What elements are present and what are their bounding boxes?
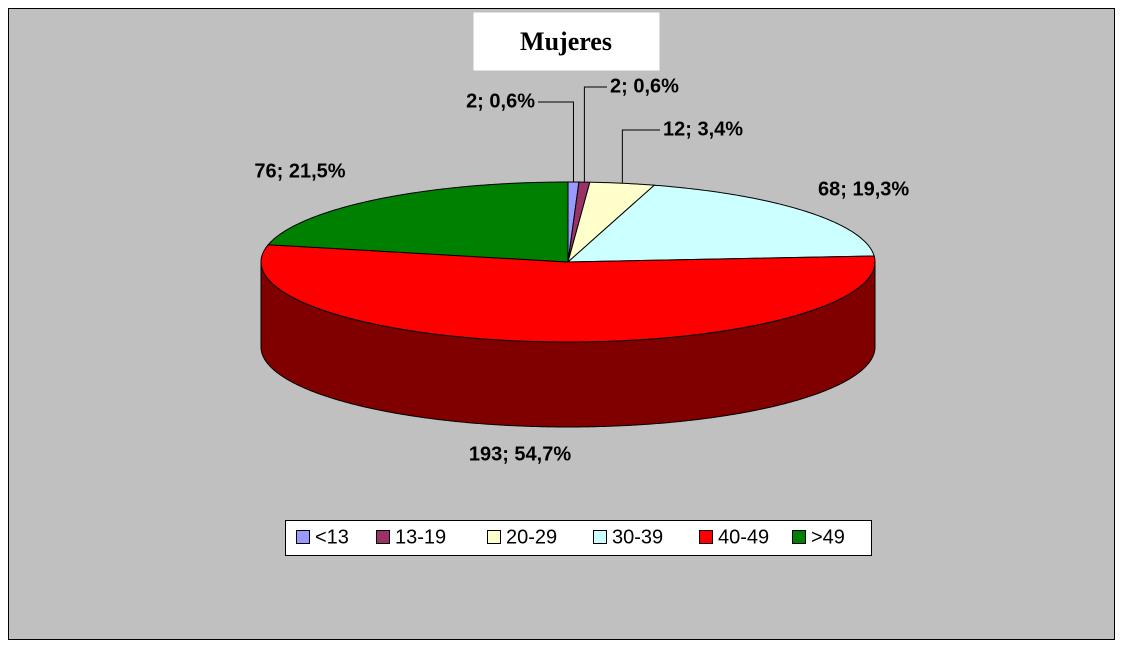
legend-swatch xyxy=(296,530,310,544)
legend-label: 30-39 xyxy=(612,526,663,548)
data-label: 2; 0,6% xyxy=(466,90,535,112)
legend-swatch xyxy=(376,530,390,544)
title-box xyxy=(473,12,660,71)
legend-label: <13 xyxy=(315,526,349,548)
legend-swatch xyxy=(593,530,607,544)
data-label: 68; 19,3% xyxy=(818,178,909,200)
slice xyxy=(566,184,875,263)
legend-label: 20-29 xyxy=(506,526,557,548)
legend-swatch xyxy=(792,530,806,544)
legend-label: 40-49 xyxy=(718,526,769,548)
data-label: 2; 0,6% xyxy=(610,75,679,97)
legend-swatch xyxy=(487,530,501,544)
data-label: 12; 3,4% xyxy=(663,118,743,140)
leader-line xyxy=(583,86,607,183)
legend-label: 13-19 xyxy=(395,526,446,548)
legend-swatch xyxy=(699,530,713,544)
leader-line xyxy=(538,101,574,183)
legend-label: >49 xyxy=(811,526,845,548)
slice xyxy=(567,181,656,264)
data-label: 193; 54,7% xyxy=(469,443,572,465)
leader-line xyxy=(621,129,660,184)
legend-box xyxy=(285,520,872,556)
slice xyxy=(267,181,569,263)
data-label: 76; 21,5% xyxy=(254,160,345,182)
chart-title: Mujeres xyxy=(520,27,612,56)
slice xyxy=(260,244,876,343)
